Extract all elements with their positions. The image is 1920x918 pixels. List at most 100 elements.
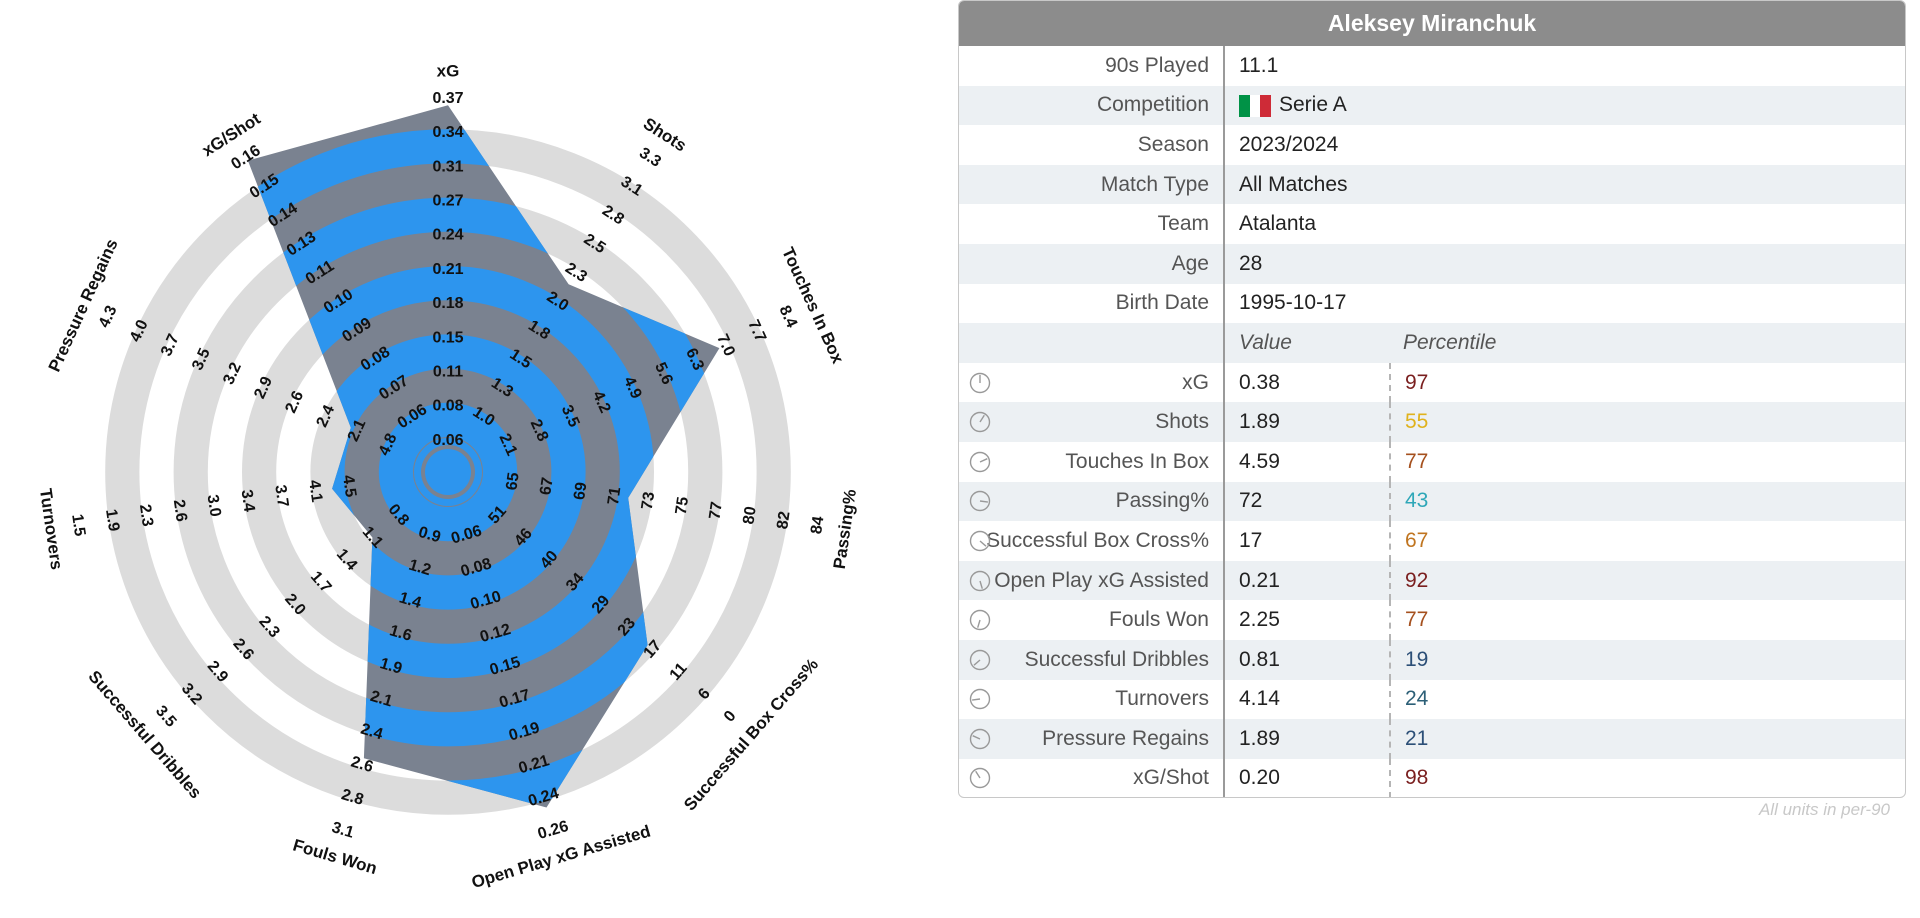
tick-label: 3.1: [330, 819, 356, 842]
metric-row: Passing% 72 43: [959, 481, 1905, 522]
metric-percentile: 19: [1405, 647, 1429, 671]
metric-label: Successful Dribbles: [1024, 647, 1209, 671]
column-divider: [1223, 758, 1225, 797]
tick-label: 0.06: [432, 432, 463, 449]
info-value: Serie A: [1225, 93, 1347, 117]
tick-label: 0.11: [433, 364, 463, 381]
tick-label: 4.1: [305, 479, 325, 504]
tick-label: 71: [605, 486, 624, 506]
axis-label: Turnovers: [36, 487, 66, 571]
column-divider: [1223, 283, 1225, 324]
column-divider: [1223, 362, 1225, 403]
metric-percentile: 77: [1405, 608, 1429, 632]
dashed-divider: [1389, 521, 1391, 561]
metric-value: 2.25: [1239, 608, 1280, 632]
tick-label: 4.5: [339, 474, 359, 499]
dashed-divider: [1389, 639, 1391, 680]
metric-label: Successful Box Cross%: [986, 528, 1209, 552]
tick-label: 1.6: [388, 622, 414, 645]
tick-label: 0.26: [536, 818, 571, 843]
metric-label: Pressure Regains: [1042, 726, 1209, 750]
info-row: Match Type All Matches: [959, 164, 1905, 205]
metric-percentile: 21: [1405, 726, 1429, 750]
column-divider: [1223, 679, 1225, 720]
metric-row: Shots 1.89 55: [959, 402, 1905, 442]
info-label: Match Type: [1100, 172, 1209, 196]
tick-label: 0.9: [416, 524, 442, 547]
value-column-header: Value: [1239, 330, 1292, 354]
info-value: 11.1: [1239, 53, 1279, 77]
tick-label: 0.34: [432, 124, 463, 141]
metric-value: 4.59: [1239, 449, 1280, 473]
dashed-divider: [1389, 362, 1391, 403]
info-row: Team Atalanta: [959, 204, 1905, 244]
tick-label: 82: [774, 510, 793, 530]
tick-label: 8.4: [775, 303, 800, 330]
axis-label: xG: [437, 62, 460, 81]
tick-label: 0.24: [432, 227, 463, 244]
info-row: Birth Date 1995-10-17: [959, 283, 1905, 324]
metric-percentile: 24: [1405, 687, 1429, 711]
metric-label: Touches In Box: [1065, 449, 1209, 473]
tick-label: 2.6: [349, 754, 375, 777]
info-row: Season 2023/2024: [959, 125, 1905, 165]
tick-label: 0.27: [432, 193, 463, 210]
column-divider: [1223, 323, 1225, 363]
tick-label: 80: [740, 505, 759, 525]
player-name-header: Aleksey Miranchuk: [959, 1, 1905, 46]
metric-value: 1.89: [1239, 726, 1280, 750]
tick-label: 0.18: [432, 295, 463, 312]
metric-row: Pressure Regains 1.89 21: [959, 719, 1905, 759]
dashed-divider: [1389, 481, 1391, 522]
metric-label: Passing%: [1115, 489, 1209, 513]
percentile-column-header: Percentile: [1403, 330, 1497, 354]
info-value: 1995-10-17: [1239, 291, 1347, 315]
column-divider: [1223, 481, 1225, 522]
tick-label: 0.08: [432, 398, 463, 415]
metric-row: Successful Dribbles 0.81 19: [959, 639, 1905, 680]
column-divider: [1223, 600, 1225, 640]
dashed-divider: [1389, 758, 1391, 797]
gauge-icon: [969, 451, 991, 473]
info-value: Atalanta: [1239, 212, 1317, 236]
gauge-icon: [969, 767, 991, 789]
info-label: 90s Played: [1105, 53, 1209, 77]
column-divider: [1223, 521, 1225, 561]
player-stats-card: Aleksey Miranchuk 90s Played 11.1 Competit…: [958, 0, 1906, 798]
metric-percentile: 92: [1405, 568, 1429, 592]
tick-label: 2.1: [368, 688, 394, 711]
metric-row: xG 0.38 97: [959, 362, 1905, 403]
dashed-divider: [1389, 560, 1391, 601]
tick-label: 75: [673, 496, 692, 516]
metric-row: Open Play xG Assisted 0.21 92: [959, 560, 1905, 601]
metric-label: Open Play xG Assisted: [994, 568, 1209, 592]
radar-chart: 0.06 0.08 0.11 0.15 0.18 0.21 0.24 0.27 0.31 0.34…: [0, 0, 950, 918]
metric-percentile: 55: [1405, 410, 1429, 434]
info-label: Age: [1171, 251, 1209, 275]
metric-value: 72: [1239, 489, 1263, 513]
info-row: Competition Serie A: [959, 85, 1905, 126]
column-divider: [1223, 46, 1225, 86]
info-label: Team: [1157, 212, 1209, 236]
tick-label: 2.8: [339, 786, 365, 809]
metric-row: xG/Shot 0.20 98: [959, 758, 1905, 797]
tick-label: 1.9: [102, 508, 122, 533]
tick-label: 84: [808, 515, 827, 535]
stats-table: 90s Played 11.1 Competition Serie A Season 20…: [959, 46, 1905, 797]
gauge-icon: [969, 372, 991, 394]
metric-label: Shots: [1155, 410, 1209, 434]
tick-label: 3.3: [636, 145, 664, 171]
dashed-divider: [1389, 679, 1391, 720]
tick-label: 0.31: [432, 158, 463, 175]
info-row: 90s Played 11.1: [959, 46, 1905, 86]
column-divider: [1223, 441, 1225, 482]
gauge-icon: [969, 609, 991, 631]
metric-percentile: 77: [1405, 449, 1429, 473]
column-divider: [1223, 639, 1225, 680]
metric-value: 0.38: [1239, 370, 1280, 394]
metric-row: Turnovers 4.14 24: [959, 679, 1905, 720]
radar-band: [378, 402, 518, 542]
metric-value: 0.20: [1239, 766, 1280, 790]
tick-label: 0.37: [432, 90, 463, 107]
tick-label: 69: [571, 481, 590, 501]
